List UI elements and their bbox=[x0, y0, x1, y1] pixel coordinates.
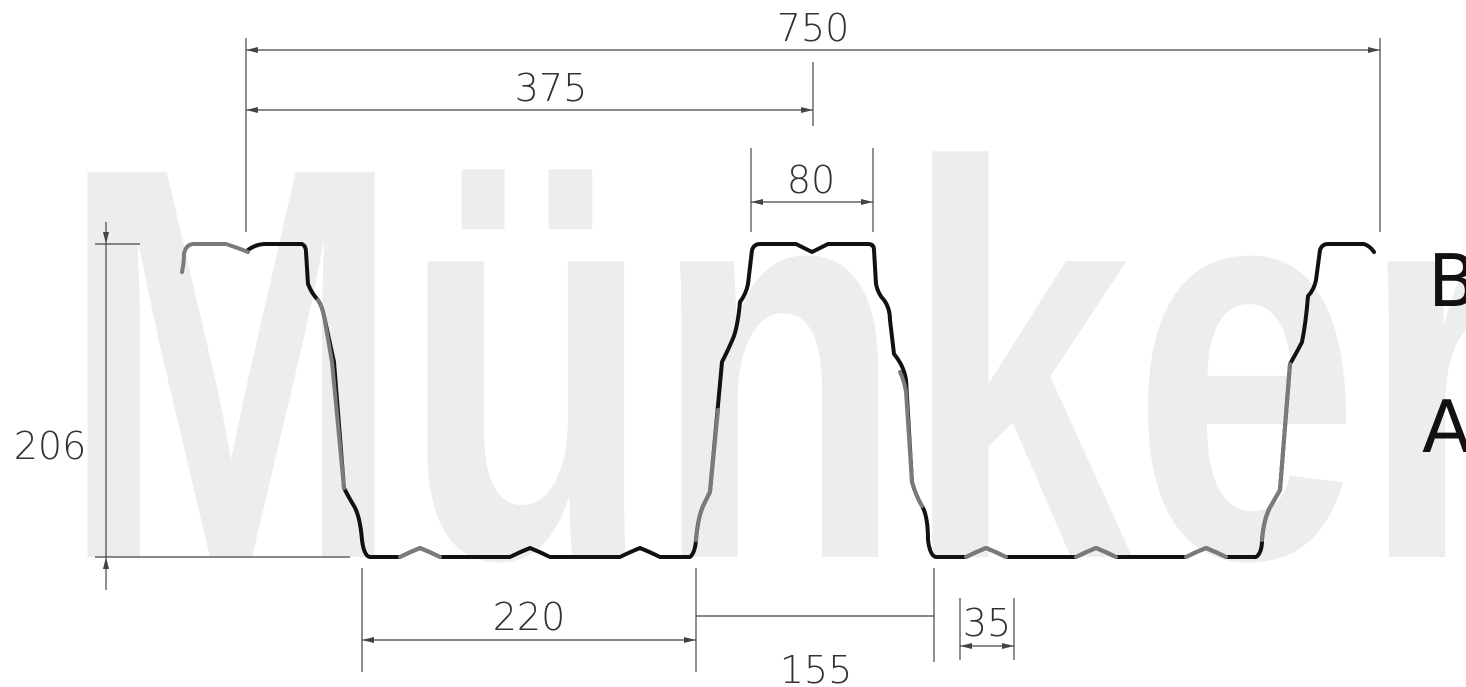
profile-overlap-mid-web bbox=[694, 408, 720, 542]
label-750: 750 bbox=[777, 6, 850, 50]
arrow-220-left bbox=[362, 637, 374, 643]
profile-overlap-right-web bbox=[898, 370, 924, 508]
profile-outline bbox=[180, 242, 1376, 559]
profile-main-line bbox=[246, 242, 1376, 559]
arrow-750-left bbox=[246, 47, 258, 53]
profile-overlap-end-web bbox=[1260, 362, 1292, 542]
watermark-text: Münker bbox=[60, 50, 1466, 676]
label-80: 80 bbox=[787, 158, 835, 202]
dimension-lines bbox=[95, 38, 1381, 672]
side-letter-a: A bbox=[1422, 385, 1466, 469]
arrow-375-right bbox=[801, 107, 813, 113]
arrow-375-left bbox=[246, 107, 258, 113]
arrow-80-right bbox=[861, 199, 873, 205]
label-155: 155 bbox=[780, 648, 853, 687]
profile-overlap-left bbox=[180, 242, 250, 274]
arrow-220-right bbox=[684, 637, 696, 643]
label-220: 220 bbox=[493, 595, 566, 639]
arrow-206-top bbox=[103, 232, 109, 244]
arrow-35-right bbox=[1002, 643, 1014, 649]
side-letter-b: B bbox=[1428, 239, 1466, 323]
arrow-206-bottom bbox=[103, 557, 109, 569]
arrow-750-right bbox=[1368, 47, 1380, 53]
profile-overlap-left-bottom bbox=[398, 546, 442, 559]
profile-overlap-left-web bbox=[316, 298, 346, 490]
arrow-80-left bbox=[751, 199, 763, 205]
arrow-35-left bbox=[960, 643, 972, 649]
label-375: 375 bbox=[515, 66, 588, 110]
profile-overlap-right-bottom bbox=[964, 546, 1228, 559]
label-35: 35 bbox=[963, 601, 1011, 645]
label-206: 206 bbox=[14, 424, 87, 468]
dimension-arrows bbox=[103, 47, 1380, 649]
